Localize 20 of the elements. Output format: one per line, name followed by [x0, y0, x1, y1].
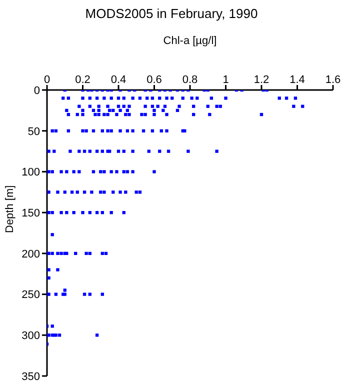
chart-title: MODS2005 in February, 1990: [84, 6, 259, 21]
x-axis-title: Chl-a [µg/l]: [163, 34, 217, 47]
x-tick-label: 1.2: [254, 74, 270, 86]
x-tick-label: 0.6: [146, 74, 162, 86]
x-tick-label: 0.2: [75, 74, 90, 86]
y-tick-label: 50: [28, 126, 40, 138]
x-tick-label: 1.4: [290, 74, 305, 86]
x-tick-label: 0: [44, 74, 50, 86]
x-tick-label: 0.4: [110, 74, 126, 86]
x-tick-label: 1: [222, 74, 229, 86]
y-tick-label: 100: [22, 166, 40, 179]
y-tick-label: 250: [22, 289, 40, 302]
y-axis-title: Depth [m]: [4, 185, 16, 233]
x-tick-label: 0.8: [182, 74, 198, 86]
y-tick-label: 350: [22, 370, 40, 383]
x-tick-label: 1.6: [325, 74, 341, 86]
y-tick-label: 150: [22, 207, 40, 220]
y-tick-label: 200: [22, 248, 40, 260]
y-tick-label: 0: [34, 84, 40, 97]
y-tick-label: 300: [22, 330, 40, 342]
